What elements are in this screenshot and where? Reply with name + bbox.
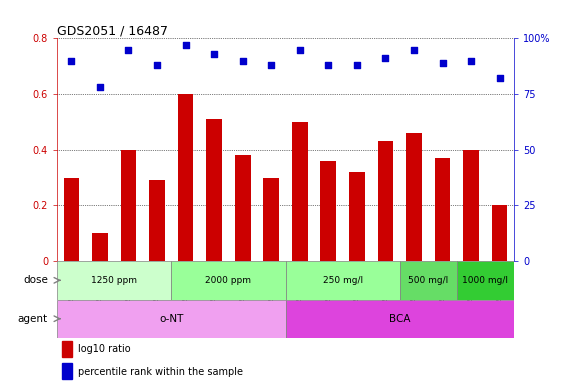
- Bar: [406, 133, 422, 261]
- Bar: [292, 122, 308, 261]
- Bar: [120, 150, 136, 261]
- Bar: [349, 172, 365, 261]
- Bar: [235, 156, 251, 261]
- Text: o-NT: o-NT: [159, 314, 183, 324]
- Point: [409, 46, 419, 53]
- Text: GDS2051 / 16487: GDS2051 / 16487: [57, 24, 168, 37]
- Text: dose: dose: [23, 275, 48, 285]
- Point: [152, 62, 162, 68]
- Point: [95, 84, 104, 91]
- Bar: [206, 119, 222, 261]
- Point: [238, 58, 247, 64]
- Point: [210, 51, 219, 57]
- Point: [352, 62, 361, 68]
- Bar: [92, 233, 108, 261]
- Bar: [149, 180, 165, 261]
- Point: [438, 60, 447, 66]
- Text: 1250 ppm: 1250 ppm: [91, 276, 137, 285]
- Point: [124, 46, 133, 53]
- Point: [181, 42, 190, 48]
- Bar: [286, 261, 400, 300]
- Bar: [400, 261, 457, 300]
- Point: [381, 55, 390, 61]
- Bar: [57, 261, 171, 300]
- Point: [467, 58, 476, 64]
- Bar: [178, 94, 194, 261]
- Bar: [263, 178, 279, 261]
- Bar: [62, 363, 72, 379]
- Bar: [377, 141, 393, 261]
- Point: [495, 75, 504, 81]
- Bar: [492, 205, 508, 261]
- Text: 2000 ppm: 2000 ppm: [206, 276, 251, 285]
- Bar: [62, 341, 72, 357]
- Text: BCA: BCA: [389, 314, 411, 324]
- Bar: [457, 261, 514, 300]
- Text: 500 mg/l: 500 mg/l: [408, 276, 448, 285]
- Point: [67, 58, 76, 64]
- Bar: [171, 261, 286, 300]
- Text: percentile rank within the sample: percentile rank within the sample: [78, 367, 243, 377]
- Point: [324, 62, 333, 68]
- Bar: [435, 158, 451, 261]
- Bar: [320, 161, 336, 261]
- Text: log10 ratio: log10 ratio: [78, 344, 130, 354]
- Text: 1000 mg/l: 1000 mg/l: [463, 276, 508, 285]
- Point: [267, 62, 276, 68]
- Bar: [63, 178, 79, 261]
- Bar: [286, 300, 514, 338]
- Text: agent: agent: [18, 314, 48, 324]
- Point: [295, 46, 304, 53]
- Bar: [57, 300, 286, 338]
- Text: 250 mg/l: 250 mg/l: [323, 276, 363, 285]
- Bar: [463, 150, 479, 261]
